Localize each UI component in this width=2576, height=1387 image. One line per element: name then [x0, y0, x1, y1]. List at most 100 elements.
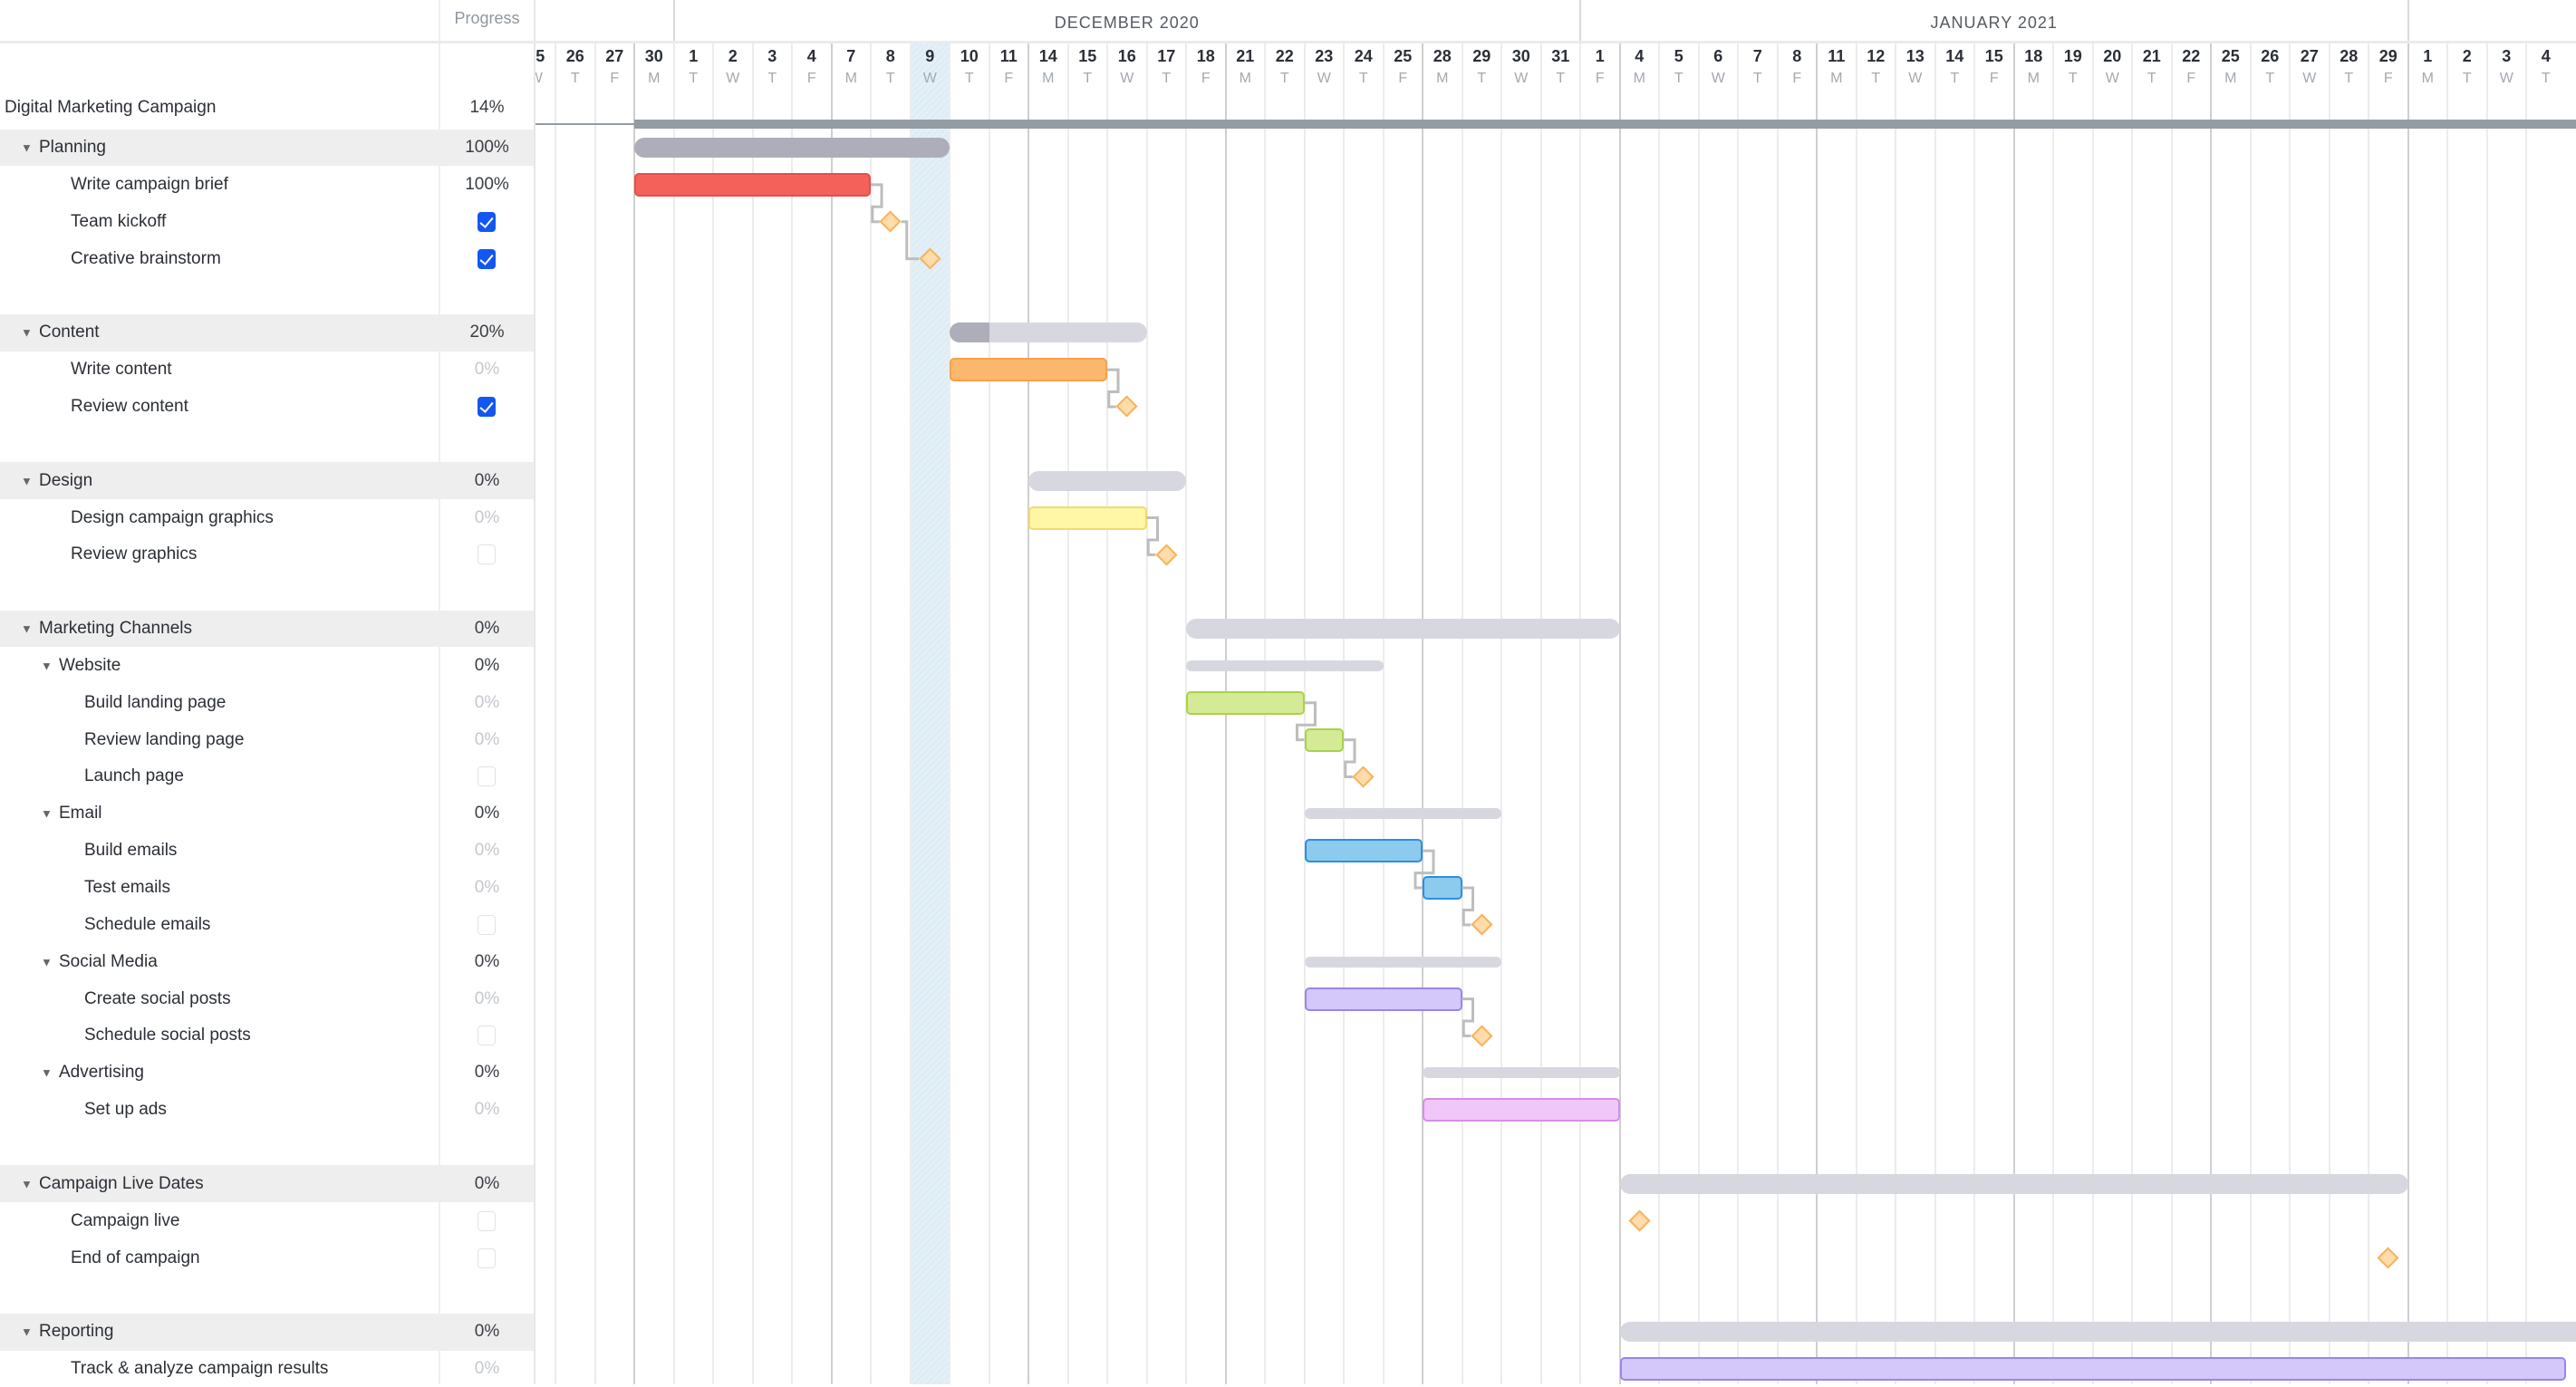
dependency-line[interactable] [871, 185, 882, 222]
task-row-dgraphics[interactable]: Design campaign graphics 0% [0, 499, 534, 536]
task-name: Design campaign graphics [71, 508, 274, 528]
task-row-brainstorm[interactable]: Creative brainstorm [0, 240, 534, 277]
task-row-social[interactable]: ▼ Social Media 0% [0, 943, 534, 980]
task-row-golive[interactable]: Campaign live [0, 1202, 534, 1239]
collapse-triangle-icon[interactable]: ▼ [21, 474, 33, 487]
task-name: Design [39, 471, 92, 491]
task-name: Reporting [39, 1322, 113, 1342]
task-row-content[interactable]: ▼ Content 20% [0, 314, 534, 352]
milestone-checkbox[interactable] [478, 1026, 496, 1045]
task-list-panel: Progress Digital Marketing Campaign 14% … [0, 0, 535, 1384]
task-row-advertising[interactable]: ▼ Advertising 0% [0, 1055, 534, 1092]
task-row-launch[interactable]: Launch page [0, 758, 534, 795]
collapse-triangle-icon[interactable]: ▼ [41, 955, 53, 968]
milestone-checkbox[interactable] [478, 397, 496, 417]
task-name: Review graphics [71, 544, 197, 564]
gantt-timeline: 25W26T27F30M1T2W3T4F7M8T9W10T11F14M15T16… [535, 0, 2576, 1384]
project-progress: 14% [440, 98, 534, 118]
dependency-line[interactable] [1298, 703, 1316, 740]
dependency-line[interactable] [902, 222, 920, 259]
dependency-line[interactable] [1344, 740, 1355, 777]
task-progress: 0% [440, 360, 534, 380]
task-row-semails[interactable]: Schedule emails [0, 906, 534, 943]
task-name: Website [59, 656, 121, 676]
task-row-csocial[interactable]: Create social posts 0% [0, 980, 534, 1017]
task-name: Planning [39, 138, 106, 158]
project-row[interactable]: Digital Marketing Campaign 14% [0, 87, 534, 129]
task-progress: 0% [440, 841, 534, 861]
milestone-checkbox[interactable] [478, 249, 496, 269]
milestone-checkbox[interactable] [478, 1248, 496, 1268]
milestone-checkbox[interactable] [478, 1211, 496, 1231]
task-name: Create social posts [84, 989, 231, 1009]
milestone-checkbox[interactable] [478, 544, 496, 564]
task-row-rcontent[interactable]: Review content [0, 389, 534, 426]
collapse-triangle-icon[interactable]: ▼ [21, 141, 33, 155]
task-name: Creative brainstorm [71, 249, 221, 269]
task-name: Team kickoff [71, 212, 166, 232]
milestone-checkbox[interactable] [478, 766, 496, 786]
task-name: Advertising [59, 1063, 144, 1083]
collapse-triangle-icon[interactable]: ▼ [21, 1177, 33, 1190]
task-name: Campaign live [71, 1211, 179, 1231]
panel-divider[interactable] [534, 0, 535, 1384]
dependency-line[interactable] [1415, 851, 1433, 888]
task-row-website[interactable]: ▼ Website 0% [0, 648, 534, 685]
task-name: Test emails [84, 878, 170, 898]
task-name: Schedule emails [84, 915, 210, 935]
task-row-endc[interactable]: End of campaign [0, 1239, 534, 1276]
dependency-line[interactable] [1462, 888, 1473, 925]
collapse-triangle-icon[interactable]: ▼ [41, 807, 53, 821]
dependency-line[interactable] [1107, 370, 1118, 407]
task-progress: 0% [440, 1359, 534, 1379]
collapse-triangle-icon[interactable]: ▼ [21, 622, 33, 636]
task-progress: 0% [440, 730, 534, 750]
task-row-rgraphics[interactable]: Review graphics [0, 536, 534, 573]
header-divider [0, 41, 2576, 43]
task-progress: 0% [440, 1174, 534, 1194]
collapse-triangle-icon[interactable]: ▼ [21, 326, 33, 340]
task-progress: 0% [440, 804, 534, 824]
task-progress: 0% [440, 952, 534, 972]
task-progress: 0% [440, 693, 534, 713]
task-row-temails[interactable]: Test emails 0% [0, 870, 534, 907]
task-name: Schedule social posts [84, 1026, 251, 1045]
task-row-kickoff[interactable]: Team kickoff [0, 203, 534, 240]
task-name: Social Media [59, 952, 158, 972]
task-row-ssocial[interactable]: Schedule social posts [0, 1017, 534, 1055]
project-name: Digital Marketing Campaign [5, 98, 216, 118]
task-progress: 100% [440, 175, 534, 195]
task-progress: 20% [440, 323, 534, 342]
task-row-rlanding[interactable]: Review landing page 0% [0, 721, 534, 758]
task-progress: 0% [440, 878, 534, 898]
task-name: Review content [71, 397, 188, 417]
collapse-triangle-icon[interactable]: ▼ [21, 1325, 33, 1339]
task-progress: 0% [440, 1063, 534, 1083]
collapse-triangle-icon[interactable]: ▼ [41, 659, 53, 672]
task-row-planning[interactable]: ▼ Planning 100% [0, 130, 534, 167]
dependency-line[interactable] [1462, 999, 1473, 1036]
task-progress: 0% [440, 508, 534, 528]
collapse-triangle-icon[interactable]: ▼ [41, 1066, 53, 1080]
task-progress: 0% [440, 656, 534, 676]
task-progress: 100% [440, 138, 534, 158]
task-name: Content [39, 323, 100, 342]
task-name: End of campaign [71, 1248, 200, 1268]
dependency-line[interactable] [1147, 518, 1158, 555]
progress-column-header: Progress [440, 9, 534, 28]
task-name: Review landing page [84, 730, 244, 750]
milestone-checkbox[interactable] [478, 915, 496, 935]
task-progress: 0% [440, 989, 534, 1009]
milestone-checkbox[interactable] [478, 212, 496, 232]
